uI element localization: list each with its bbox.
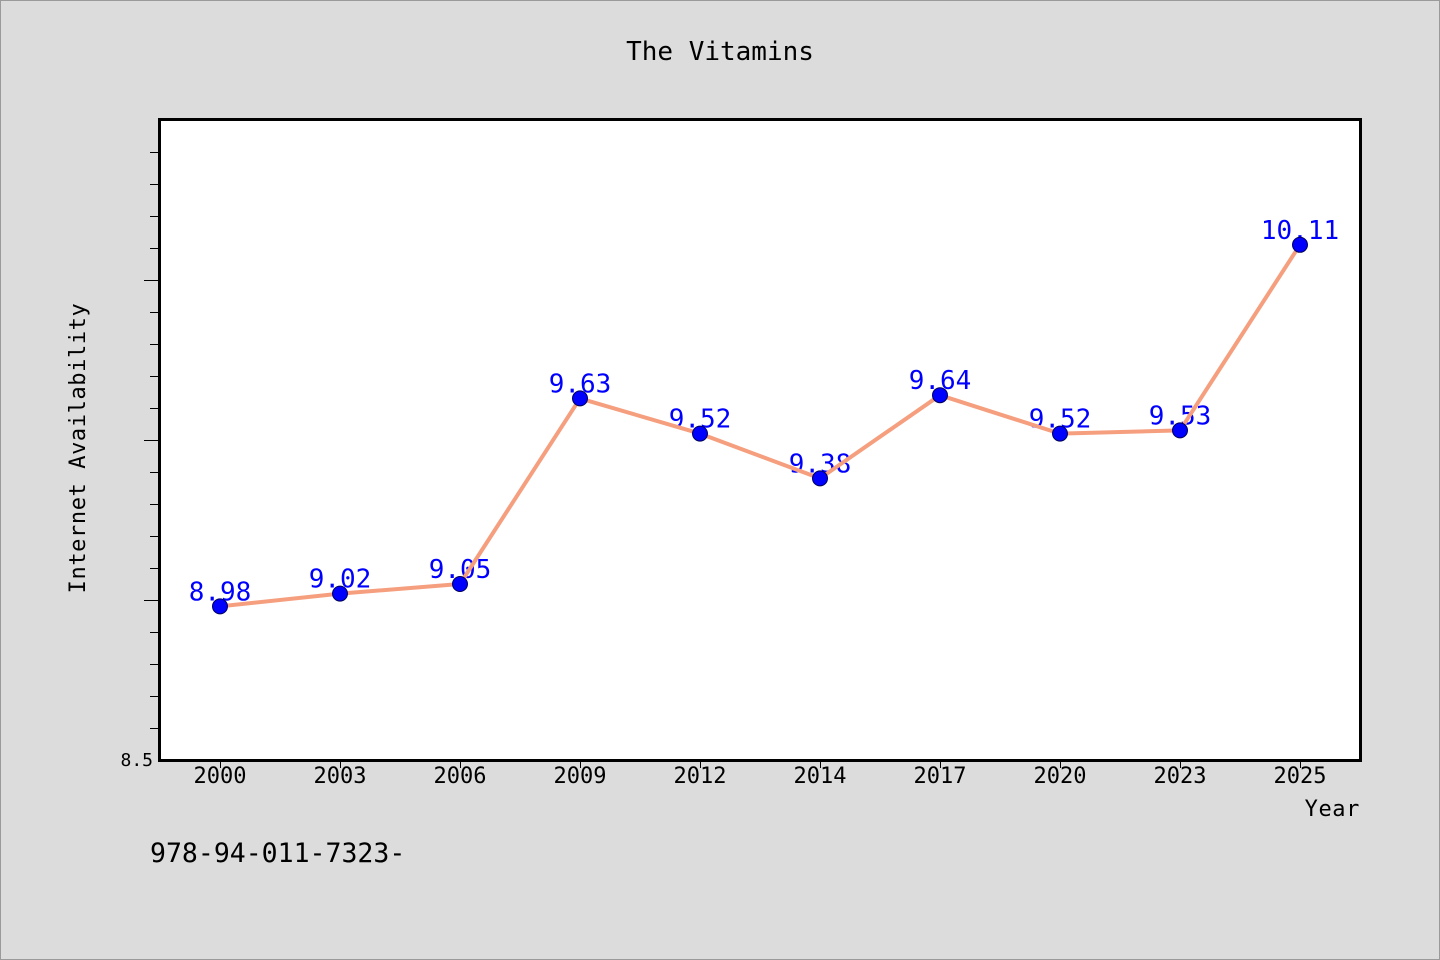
- data-point-marker: [452, 576, 468, 592]
- x-tick-label: 2014: [794, 764, 847, 789]
- x-tick-label: 2006: [434, 764, 487, 789]
- y-axis-label: Internet Availability: [66, 303, 91, 594]
- data-point-marker: [572, 390, 588, 407]
- data-point-marker: [332, 585, 348, 602]
- y-tick-label: 8.5: [120, 750, 153, 771]
- plot-area: [158, 118, 1362, 762]
- data-point-marker: [212, 598, 228, 615]
- y-axis-ticks: 8.5: [120, 152, 158, 771]
- data-point-marker: [932, 387, 948, 404]
- data-point-marker: [1052, 425, 1068, 442]
- x-tick-label: 2020: [1034, 764, 1087, 789]
- x-tick-label: 2009: [554, 764, 607, 789]
- x-axis-label: Year: [1305, 797, 1360, 822]
- data-point-marker: [1292, 236, 1308, 253]
- data-point-marker: [1172, 422, 1188, 439]
- series-line: [218, 242, 1302, 609]
- data-point-marker: [692, 425, 708, 442]
- data-point-markers: [212, 236, 1308, 615]
- x-tick-label: 2012: [674, 764, 727, 789]
- x-tick-label: 2003: [314, 764, 367, 789]
- data-point-marker: [812, 470, 828, 487]
- x-tick-label: 2000: [194, 764, 247, 789]
- x-axis-ticks: 2000 2003 2006 2009 2012 2014 2017 2020 2023 2025: [194, 761, 1327, 789]
- series-lines: [218, 242, 1302, 609]
- chart-title: The Vitamins: [626, 37, 814, 67]
- x-tick-label: 2023: [1154, 764, 1207, 789]
- x-tick-label: 2017: [914, 764, 967, 789]
- footer-text: 978-94-011-7323-: [150, 838, 405, 869]
- data-labels: 8.98 9.02 9.059.639.529.389.649.52 9.5310.1…: [189, 216, 1339, 608]
- x-tick-label: 2025: [1274, 764, 1327, 789]
